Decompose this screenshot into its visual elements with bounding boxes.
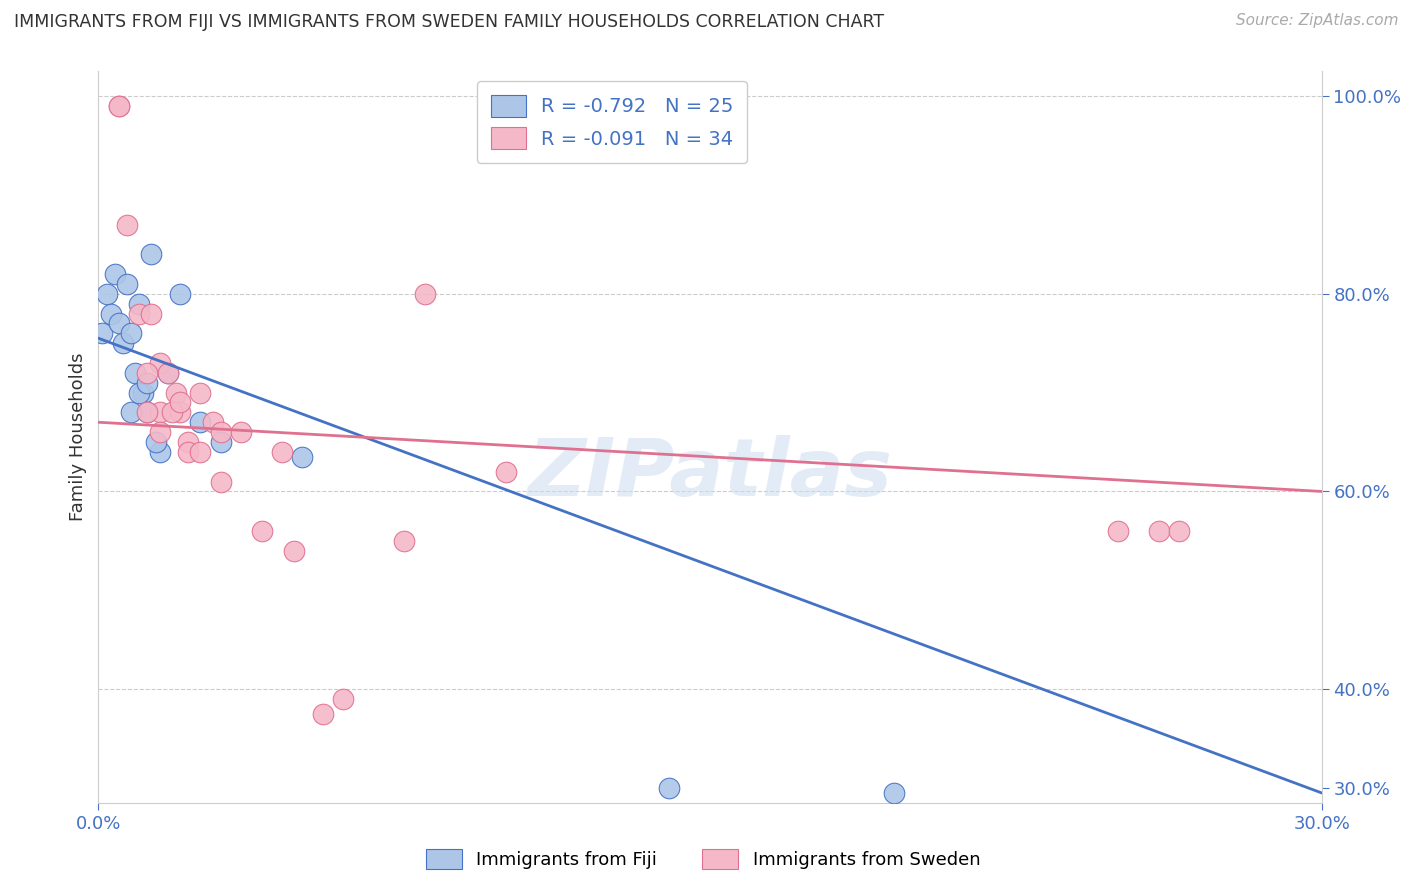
- Point: [120, 326, 142, 341]
- Point: [169, 286, 191, 301]
- Point: [332, 692, 354, 706]
- Point: [658, 780, 681, 795]
- Point: [149, 356, 172, 370]
- Point: [495, 465, 517, 479]
- Point: [115, 277, 138, 291]
- Point: [188, 445, 212, 459]
- Point: [270, 445, 294, 459]
- Point: [291, 450, 314, 464]
- Point: [104, 267, 127, 281]
- Y-axis label: Family Households: Family Households: [69, 353, 87, 521]
- Point: [209, 425, 232, 439]
- Point: [156, 366, 179, 380]
- Point: [136, 405, 159, 419]
- Point: [283, 543, 305, 558]
- Point: [136, 366, 159, 380]
- Point: [124, 366, 146, 380]
- Point: [108, 99, 131, 113]
- Point: [149, 445, 172, 459]
- Point: [1147, 524, 1170, 538]
- Point: [111, 336, 134, 351]
- Point: [201, 415, 224, 429]
- Point: [231, 425, 253, 439]
- Point: [1167, 524, 1189, 538]
- Point: [156, 366, 179, 380]
- Point: [209, 475, 232, 489]
- Point: [128, 296, 150, 310]
- Point: [883, 786, 905, 800]
- Point: [136, 405, 159, 419]
- Point: [96, 286, 118, 301]
- Point: [188, 385, 212, 400]
- Point: [141, 247, 163, 261]
- Point: [392, 533, 416, 548]
- Legend: R = -0.792   N = 25, R = -0.091   N = 34: R = -0.792 N = 25, R = -0.091 N = 34: [477, 81, 747, 163]
- Point: [120, 405, 142, 419]
- Point: [108, 317, 131, 331]
- Legend: Immigrants from Fiji, Immigrants from Sweden: Immigrants from Fiji, Immigrants from Sw…: [416, 839, 990, 879]
- Point: [108, 99, 131, 113]
- Point: [115, 218, 138, 232]
- Point: [160, 405, 183, 419]
- Point: [177, 435, 200, 450]
- Point: [100, 306, 122, 320]
- Point: [188, 415, 212, 429]
- Point: [177, 445, 200, 459]
- Point: [312, 706, 335, 721]
- Text: ZIPatlas: ZIPatlas: [527, 434, 893, 513]
- Text: IMMIGRANTS FROM FIJI VS IMMIGRANTS FROM SWEDEN FAMILY HOUSEHOLDS CORRELATION CHA: IMMIGRANTS FROM FIJI VS IMMIGRANTS FROM …: [14, 13, 884, 31]
- Point: [91, 326, 114, 341]
- Point: [209, 435, 232, 450]
- Point: [165, 385, 187, 400]
- Point: [149, 405, 172, 419]
- Point: [141, 306, 163, 320]
- Point: [413, 286, 436, 301]
- Text: Source: ZipAtlas.com: Source: ZipAtlas.com: [1236, 13, 1399, 29]
- Point: [145, 435, 167, 450]
- Point: [1107, 524, 1129, 538]
- Point: [128, 306, 150, 320]
- Point: [250, 524, 273, 538]
- Point: [136, 376, 159, 390]
- Point: [149, 425, 172, 439]
- Point: [169, 395, 191, 409]
- Point: [132, 385, 155, 400]
- Point: [128, 385, 150, 400]
- Point: [169, 405, 191, 419]
